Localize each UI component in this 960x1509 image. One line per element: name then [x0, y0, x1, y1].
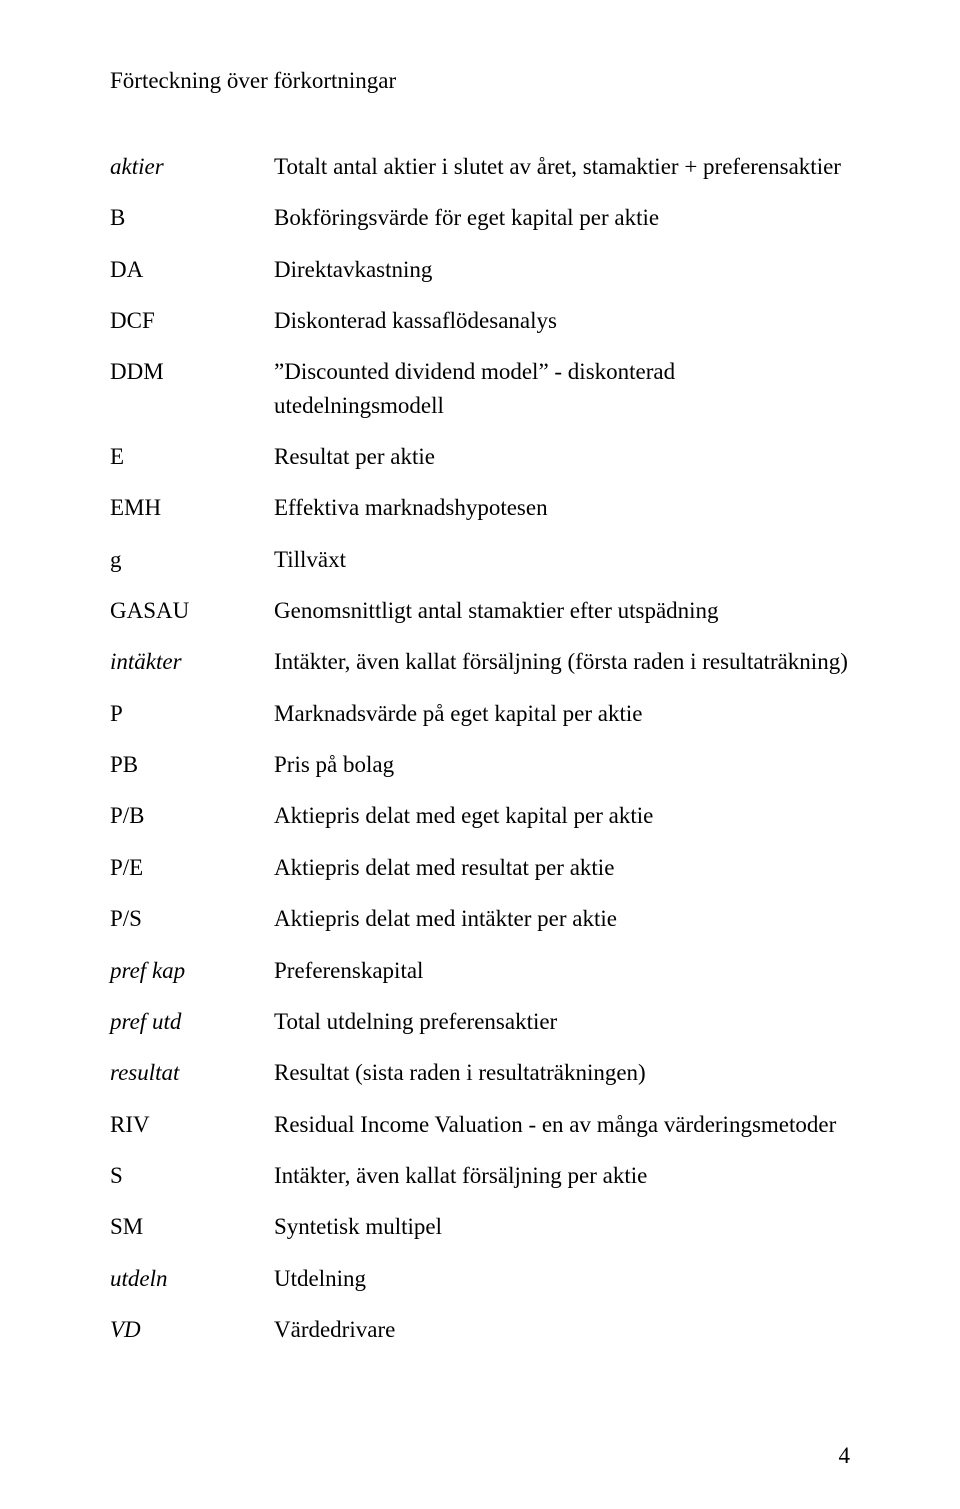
page-number: 4: [839, 1443, 851, 1469]
abbreviation-term: P/B: [110, 799, 274, 832]
abbreviation-description: Bokföringsvärde för eget kapital per akt…: [274, 201, 850, 234]
abbreviation-row: utdelnUtdelning: [110, 1262, 850, 1295]
abbreviation-row: SIntäkter, även kallat försäljning per a…: [110, 1159, 850, 1192]
abbreviation-row: PMarknadsvärde på eget kapital per aktie: [110, 697, 850, 730]
abbreviation-term: g: [110, 543, 274, 576]
abbreviation-description: Genomsnittligt antal stamaktier efter ut…: [274, 594, 850, 627]
abbreviation-term: resultat: [110, 1056, 274, 1089]
abbreviation-description: Preferenskapital: [274, 954, 850, 987]
abbreviation-row: aktierTotalt antal aktier i slutet av år…: [110, 150, 850, 183]
abbreviation-description: Intäkter, även kallat försäljning per ak…: [274, 1159, 850, 1192]
abbreviation-row: GASAUGenomsnittligt antal stamaktier eft…: [110, 594, 850, 627]
abbreviation-description: Marknadsvärde på eget kapital per aktie: [274, 697, 850, 730]
abbreviation-term: PB: [110, 748, 274, 781]
abbreviation-description: Pris på bolag: [274, 748, 850, 781]
abbreviation-row: PBPris på bolag: [110, 748, 850, 781]
abbreviation-row: gTillväxt: [110, 543, 850, 576]
abbreviation-description: Tillväxt: [274, 543, 850, 576]
abbreviation-term: GASAU: [110, 594, 274, 627]
abbreviation-term: DDM: [110, 355, 274, 388]
abbreviation-term: P/S: [110, 902, 274, 935]
abbreviation-description: Värdedrivare: [274, 1313, 850, 1346]
abbreviation-description: Resultat per aktie: [274, 440, 850, 473]
abbreviation-term: pref utd: [110, 1005, 274, 1038]
abbreviation-row: pref kapPreferenskapital: [110, 954, 850, 987]
abbreviation-term: SM: [110, 1210, 274, 1243]
abbreviation-row: P/EAktiepris delat med resultat per akti…: [110, 851, 850, 884]
abbreviation-term: aktier: [110, 150, 274, 183]
abbreviation-term: DCF: [110, 304, 274, 337]
abbreviation-description: Direktavkastning: [274, 253, 850, 286]
abbreviation-term: RIV: [110, 1108, 274, 1141]
abbreviation-row: resultatResultat (sista raden i resultat…: [110, 1056, 850, 1089]
abbreviation-row: SMSyntetisk multipel: [110, 1210, 850, 1243]
abbreviation-row: intäkterIntäkter, även kallat försäljnin…: [110, 645, 850, 678]
abbreviation-description: Syntetisk multipel: [274, 1210, 850, 1243]
abbreviation-row: EResultat per aktie: [110, 440, 850, 473]
abbreviation-term: E: [110, 440, 274, 473]
abbreviation-row: P/SAktiepris delat med intäkter per akti…: [110, 902, 850, 935]
abbreviation-description: Aktiepris delat med intäkter per aktie: [274, 902, 850, 935]
abbreviation-description: Intäkter, även kallat försäljning (först…: [274, 645, 850, 678]
abbreviation-term: P/E: [110, 851, 274, 884]
abbreviation-term: intäkter: [110, 645, 274, 678]
abbreviation-term: S: [110, 1159, 274, 1192]
abbreviation-description: Utdelning: [274, 1262, 850, 1295]
abbreviation-description: Aktiepris delat med eget kapital per akt…: [274, 799, 850, 832]
abbreviation-term: P: [110, 697, 274, 730]
abbreviation-description: Resultat (sista raden i resultaträkninge…: [274, 1056, 850, 1089]
abbreviation-term: B: [110, 201, 274, 234]
abbreviation-term: pref kap: [110, 954, 274, 987]
abbreviation-description: Aktiepris delat med resultat per aktie: [274, 851, 850, 884]
abbreviation-row: DADirektavkastning: [110, 253, 850, 286]
abbreviation-description: Residual Income Valuation - en av många …: [274, 1108, 850, 1141]
abbreviation-term: utdeln: [110, 1262, 274, 1295]
abbreviation-row: DCFDiskonterad kassaflödesanalys: [110, 304, 850, 337]
abbreviation-description: Total utdelning preferensaktier: [274, 1005, 850, 1038]
abbreviation-row: DDM”Discounted dividend model” - diskont…: [110, 355, 850, 422]
abbreviation-term: DA: [110, 253, 274, 286]
abbreviation-description: Totalt antal aktier i slutet av året, st…: [274, 150, 850, 183]
abbreviation-list: aktierTotalt antal aktier i slutet av år…: [110, 150, 850, 1346]
abbreviation-row: VDVärdedrivare: [110, 1313, 850, 1346]
abbreviation-row: RIVResidual Income Valuation - en av mån…: [110, 1108, 850, 1141]
abbreviation-description: ”Discounted dividend model” - diskontera…: [274, 355, 850, 422]
abbreviation-row: BBokföringsvärde för eget kapital per ak…: [110, 201, 850, 234]
abbreviation-description: Diskonterad kassaflödesanalys: [274, 304, 850, 337]
abbreviation-description: Effektiva marknadshypotesen: [274, 491, 850, 524]
abbreviation-term: EMH: [110, 491, 274, 524]
abbreviation-row: P/BAktiepris delat med eget kapital per …: [110, 799, 850, 832]
abbreviation-row: EMHEffektiva marknadshypotesen: [110, 491, 850, 524]
abbreviation-term: VD: [110, 1313, 274, 1346]
page-title: Förteckning över förkortningar: [110, 68, 850, 94]
abbreviation-row: pref utdTotal utdelning preferensaktier: [110, 1005, 850, 1038]
